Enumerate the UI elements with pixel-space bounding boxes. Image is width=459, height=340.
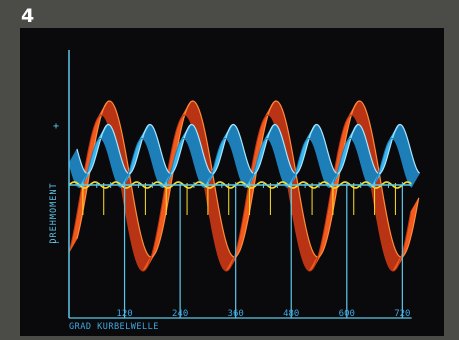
- x-axis-label: GRAD KURBELWELLE: [69, 322, 159, 332]
- axes: [68, 50, 412, 319]
- x-tick-label: 720: [394, 309, 410, 319]
- figure-number: 4: [21, 5, 35, 27]
- y-axis-label: DREHMOMENT: [49, 182, 59, 243]
- x-tick-label: 240: [172, 309, 188, 319]
- orange-ribbon-bottom-edge: [68, 114, 412, 272]
- x-tick-label: 120: [116, 309, 132, 319]
- x-tick-label: 480: [283, 309, 299, 319]
- orange-ribbon-top-edge: [76, 100, 420, 258]
- y-axis-minus-sign: –: [53, 237, 60, 248]
- chart-panel: DREHMOMENT + – GRAD KURBELWELLE 120 240 36…: [20, 28, 444, 336]
- x-tick-label: 360: [228, 309, 244, 319]
- blue-ribbon-series: [68, 123, 421, 188]
- blue-ribbon-bottom-edge: [68, 138, 412, 188]
- yellow-curve-line: [68, 181, 412, 189]
- blue-ribbon-top-edge: [76, 123, 421, 175]
- torque-chart: DREHMOMENT + – GRAD KURBELWELLE 120 240 36…: [20, 28, 444, 336]
- x-tick-labels: 120 240 360 480 600 720: [116, 309, 410, 319]
- orange-ribbon-series: [68, 100, 420, 272]
- y-axis-plus-sign: +: [53, 121, 59, 132]
- x-tick-label: 600: [339, 309, 355, 319]
